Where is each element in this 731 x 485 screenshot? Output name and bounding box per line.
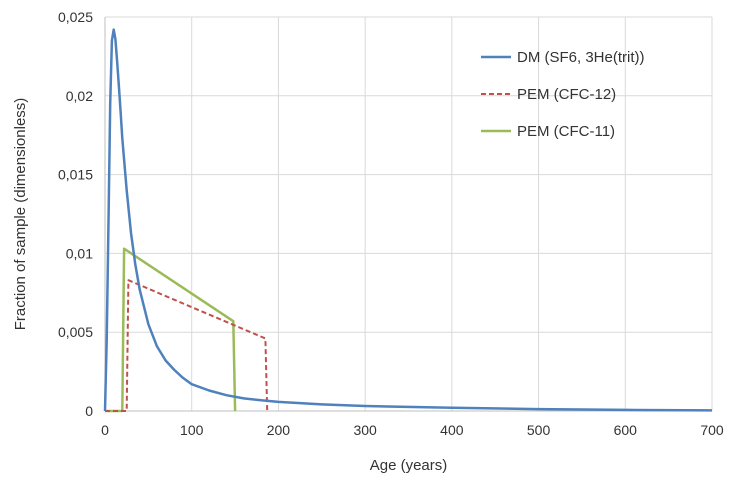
y-tick-label: 0,01 (66, 245, 93, 261)
series-layer (103, 28, 713, 413)
legend-label-2: PEM (CFC-11) (517, 123, 615, 140)
x-tick-label: 100 (180, 422, 204, 438)
x-tick-label: 200 (267, 422, 291, 438)
axes (104, 17, 712, 412)
y-tick-label: 0,02 (66, 88, 93, 104)
series-line-0 (103, 28, 713, 412)
x-tick-label: 500 (527, 422, 551, 438)
x-tick-label: 300 (353, 422, 377, 438)
legend-label-1: PEM (CFC-12) (517, 86, 616, 103)
x-axis-title: Age (years) (370, 457, 448, 474)
x-tick-label: 700 (700, 422, 724, 438)
legend-label-0: DM (SF6, 3He(trit)) (517, 49, 645, 66)
y-tick-label: 0,005 (58, 324, 93, 340)
series-line-1 (105, 279, 269, 412)
series-line-2 (105, 247, 237, 413)
x-tick-label: 600 (614, 422, 638, 438)
x-tick-label: 0 (101, 422, 109, 438)
y-tick-label: 0,025 (58, 9, 93, 25)
tick-labels: 0 100 200 300 400 500 600 700 0 0,005 0,01 0,015 0,0… (58, 9, 724, 438)
grid (104, 16, 713, 412)
y-axis-title: Fraction of sample (dimensionless) (12, 98, 29, 331)
legend: DM (SF6, 3He(trit)) PEM (CFC-12) PEM (CFC-… (481, 49, 645, 140)
y-tick-label: 0,015 (58, 167, 93, 183)
x-tick-label: 400 (440, 422, 464, 438)
y-tick-label: 0 (85, 403, 93, 419)
